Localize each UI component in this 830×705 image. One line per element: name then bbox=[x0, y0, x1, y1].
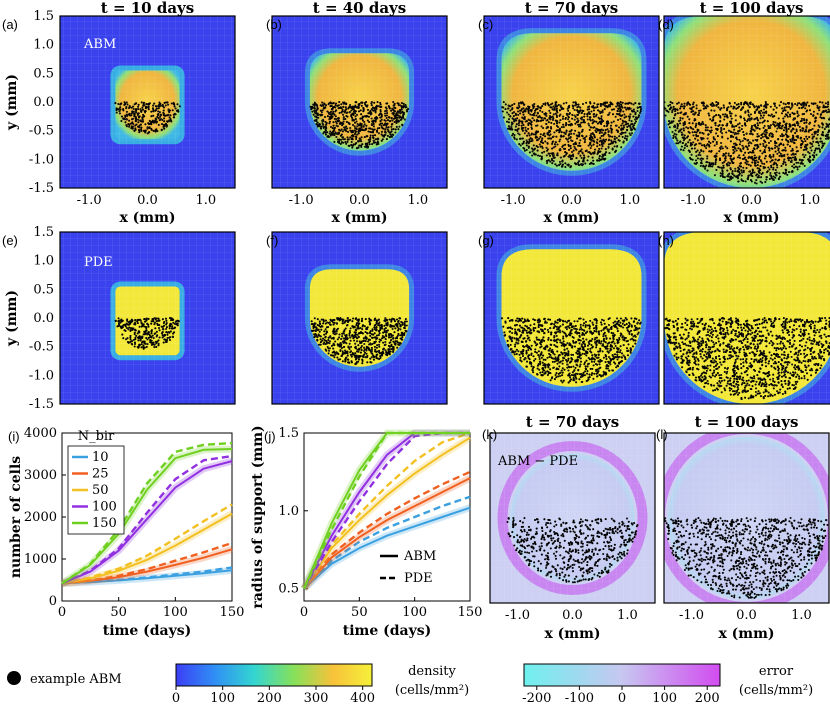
panel-label: (c) bbox=[478, 17, 493, 32]
y-tick-label: 0.5 bbox=[33, 66, 54, 81]
heatmap-panel: (b) -1.0 0.0 1.0 x (mm) bbox=[266, 15, 448, 226]
y-tick-label: 0.0 bbox=[33, 95, 54, 110]
y-tick-label: -1.5 bbox=[29, 181, 54, 196]
x-tick-label: -1.0 bbox=[501, 193, 526, 208]
heatmap-panel: (e) 1.5 1.0 0.5 0.0 -0.5 -1.0 -1.5 y (mm) PDE bbox=[2, 225, 236, 412]
panel-frame bbox=[59, 231, 236, 405]
panel-label: (b) bbox=[266, 17, 282, 32]
grid-overlay bbox=[272, 16, 447, 188]
x-axis-label: x (mm) bbox=[331, 210, 387, 226]
time-title: t = 70 days bbox=[525, 0, 618, 17]
y-axis-label: y (mm) bbox=[4, 290, 20, 347]
x-tick-label: -1.0 bbox=[289, 193, 314, 208]
y-tick-label: 1.5 bbox=[33, 9, 54, 24]
x-tick-label: 0.0 bbox=[349, 193, 370, 208]
heatmap-panels: t = 10 days t = 40 days t = 70 days t = 100… bbox=[2, 0, 830, 642]
grid-overlay bbox=[60, 16, 235, 188]
x-tick-label: 0.0 bbox=[137, 193, 158, 208]
panel-label: (e) bbox=[2, 233, 18, 248]
x-tick-label: -1.0 bbox=[77, 193, 102, 208]
x-tick-label: 0.0 bbox=[561, 193, 582, 208]
grid-overlay bbox=[484, 232, 659, 404]
abm-tag: ABM bbox=[83, 37, 116, 52]
heatmap-panel: (f) bbox=[266, 231, 448, 405]
y-tick-label: -0.5 bbox=[29, 340, 54, 355]
panel-frame bbox=[483, 15, 660, 189]
x-tick-label: 1.0 bbox=[195, 193, 216, 208]
time-title: t = 40 days bbox=[313, 0, 406, 17]
grid-overlay bbox=[484, 16, 659, 188]
pde-tag: PDE bbox=[84, 255, 113, 270]
panel-label: (g) bbox=[478, 233, 494, 248]
time-title: t = 10 days bbox=[101, 0, 194, 17]
heatmap-panel: (g) bbox=[478, 231, 660, 405]
y-tick-label: 1.0 bbox=[33, 38, 54, 53]
heatmap-panel: (c) -1.0 0.0 1.0 x (mm) bbox=[478, 15, 660, 226]
y-tick-label: 0.5 bbox=[33, 282, 54, 297]
y-tick-label: 0.0 bbox=[33, 311, 54, 326]
grid-overlay bbox=[272, 232, 447, 404]
heatmap-panel: (a) 1.5 1.0 0.5 0.0 -0.5 -1.0 -1.5 y (mm) -1.0 0.0… bbox=[2, 9, 236, 226]
heatmap-panel: (d)-1.0 0.0 1.0x (mm) bbox=[658, 15, 830, 226]
x-axis-label: x (mm) bbox=[119, 210, 175, 226]
y-tick-label: 1.0 bbox=[33, 254, 54, 269]
panel-label: (a) bbox=[2, 17, 18, 32]
panel-frame bbox=[59, 15, 236, 189]
time-title: t = 100 days bbox=[700, 0, 804, 17]
panel-frame bbox=[271, 231, 448, 405]
y-tick-label: -1.5 bbox=[29, 397, 54, 412]
y-tick-label: -0.5 bbox=[29, 124, 54, 139]
x-tick-label: 1.0 bbox=[407, 193, 428, 208]
y-axis-label: y (mm) bbox=[4, 74, 20, 131]
x-tick-label: 1.0 bbox=[619, 193, 640, 208]
y-tick-label: -1.0 bbox=[29, 368, 54, 383]
panel-label: (f) bbox=[266, 233, 278, 248]
panel-frame bbox=[483, 231, 660, 405]
panel-frame bbox=[271, 15, 448, 189]
x-axis-label: x (mm) bbox=[543, 210, 599, 226]
y-tick-label: 1.5 bbox=[33, 225, 54, 240]
y-tick-label: -1.0 bbox=[29, 152, 54, 167]
grid-overlay bbox=[60, 232, 235, 404]
